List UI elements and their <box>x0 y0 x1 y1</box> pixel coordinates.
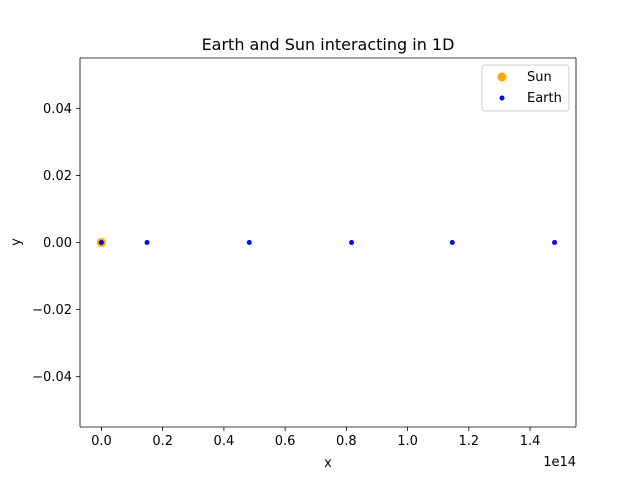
earth-point <box>449 240 455 245</box>
earth-point <box>349 240 355 245</box>
earth-point <box>246 240 252 245</box>
legend: Sun Earth <box>481 64 570 112</box>
x-axis-offset-text: 1e14 <box>543 455 576 470</box>
x-axis-label: x <box>324 456 332 471</box>
legend-sun-label: Sun <box>527 70 552 85</box>
x-tick-label: 0.0 <box>91 434 112 449</box>
y-axis-label: y <box>9 238 24 246</box>
x-tick-label: 0.4 <box>214 434 235 449</box>
legend-earth-marker <box>499 95 505 101</box>
earth-point <box>144 240 150 245</box>
earth-point <box>552 240 558 245</box>
x-tick-label: 1.2 <box>458 434 479 449</box>
x-tick-label: 1.0 <box>397 434 418 449</box>
x-tick-label: 0.2 <box>152 434 173 449</box>
x-axis-ticks: 0.0 0.2 0.4 0.6 0.8 1.0 1.2 1.4 <box>91 427 540 449</box>
x-tick-label: 0.6 <box>275 434 296 449</box>
earth-point <box>98 240 104 245</box>
chart-title: Earth and Sun interacting in 1D <box>202 35 455 54</box>
y-tick-label: −0.04 <box>32 370 72 385</box>
y-axis-ticks: −0.04 −0.02 0.00 0.02 0.04 <box>32 102 80 385</box>
plot-area <box>80 58 576 427</box>
y-tick-label: 0.02 <box>43 169 72 184</box>
data-points <box>96 238 558 247</box>
plot-frame <box>79 57 577 428</box>
y-tick-label: 0.04 <box>43 102 72 117</box>
legend-sun-marker <box>497 72 507 82</box>
x-tick-label: 1.4 <box>520 434 541 449</box>
y-tick-label: −0.02 <box>32 303 72 318</box>
legend-earth-label: Earth <box>527 91 562 106</box>
y-tick-label: 0.00 <box>43 236 72 251</box>
x-tick-label: 0.8 <box>336 434 357 449</box>
